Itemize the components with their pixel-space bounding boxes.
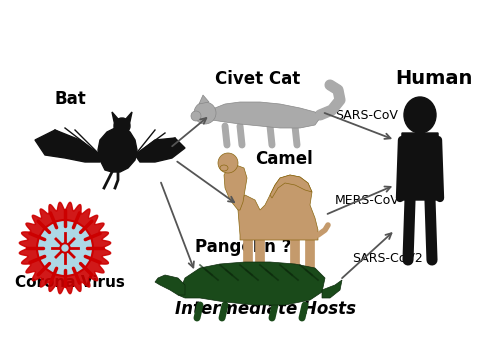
Circle shape	[62, 245, 68, 251]
Text: Pangolin ?: Pangolin ?	[195, 238, 292, 256]
Polygon shape	[98, 128, 137, 172]
Polygon shape	[155, 275, 185, 295]
Polygon shape	[322, 280, 342, 298]
Text: MERS-CoV: MERS-CoV	[335, 194, 400, 207]
Circle shape	[114, 118, 130, 134]
Ellipse shape	[220, 165, 228, 171]
Circle shape	[191, 111, 201, 121]
Polygon shape	[135, 138, 185, 162]
Polygon shape	[238, 175, 318, 240]
Polygon shape	[112, 112, 119, 126]
Text: Intermediate Hosts: Intermediate Hosts	[175, 300, 356, 318]
Circle shape	[218, 153, 238, 173]
Ellipse shape	[404, 97, 436, 133]
Text: SARS-CoV: SARS-CoV	[335, 109, 398, 122]
Polygon shape	[125, 112, 132, 126]
Text: Camel: Camel	[255, 150, 313, 168]
Text: Human: Human	[395, 69, 472, 88]
Polygon shape	[178, 262, 325, 305]
Polygon shape	[270, 175, 312, 198]
Polygon shape	[20, 202, 110, 294]
Text: Civet Cat: Civet Cat	[215, 70, 300, 88]
Circle shape	[194, 102, 216, 124]
Text: Bat: Bat	[55, 90, 87, 108]
Circle shape	[60, 243, 70, 253]
Polygon shape	[400, 133, 440, 200]
Polygon shape	[199, 95, 209, 104]
Text: SARS-CoV2: SARS-CoV2	[352, 252, 423, 265]
Circle shape	[37, 220, 93, 276]
Text: Corona Virus: Corona Virus	[15, 275, 125, 290]
Polygon shape	[210, 102, 320, 128]
Polygon shape	[35, 130, 100, 162]
Polygon shape	[224, 165, 247, 210]
